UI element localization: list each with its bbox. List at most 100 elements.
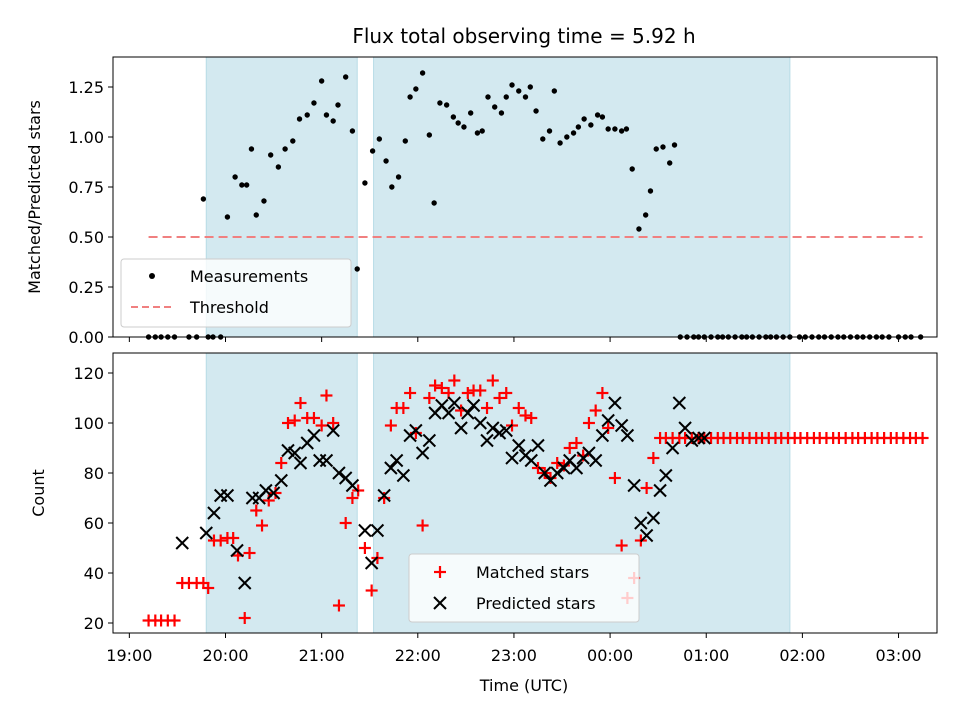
predicted-star-point [345,478,360,493]
predicted-star-point [531,438,545,453]
matched-star-point [214,534,227,547]
measurement-point [200,196,207,202]
measurement-point [349,128,356,134]
predicted-star-point [646,511,661,525]
measurement-point [575,124,582,130]
matched-star-point [227,532,240,544]
matched-star-point [461,387,474,399]
predicted-star-point [608,396,622,410]
legend-threshold-label: Threshold [189,298,269,317]
measurement-point [275,164,282,170]
top-panel: 0.00 0.25 0.50 0.75 1.00 1.25 Matched/Predict… [25,56,938,347]
measurement-point [588,122,594,128]
chart-title: Flux total observing time = 5.92 h [352,24,695,48]
measurement-point [671,142,678,148]
predicted-star-point [569,461,584,475]
measurement-point [629,166,635,172]
top-legend: Measurements Threshold [120,258,352,328]
y-tick-label: 40 [84,564,104,583]
matched-star-point [339,517,352,529]
measurement-point [533,108,539,114]
matched-star-point [346,492,359,504]
predicted-stars-points [175,396,712,590]
measurement-point [605,126,611,132]
measurement-point [522,94,529,100]
matched-star-point [531,462,544,474]
x-tick-label: 23:00 [491,646,537,665]
measurement-point [282,146,288,152]
y-tick-label: 100 [73,414,104,433]
predicted-star-point [473,416,487,430]
legend-predicted-label: Predicted stars [476,594,596,613]
measurement-point [455,120,461,126]
predicted-star-point [588,453,603,468]
measurement-point [461,124,467,130]
top-x-ticks [128,337,900,342]
predicted-star-point [639,528,654,543]
matched-star-point [512,402,525,414]
predicted-star-point [274,473,288,488]
measurement-point [318,78,325,84]
measurement-point [636,226,642,232]
matched-star-point [269,487,282,499]
measurement-point [437,100,443,106]
matched-star-point [448,374,461,387]
predicted-star-point [461,406,475,420]
measurement-point [667,160,673,166]
measurement-point [581,116,587,122]
measurement-point [426,132,433,138]
measurement-point [369,148,376,154]
predicted-star-point [601,413,615,428]
measurement-point [267,152,274,158]
predicted-star-point [396,468,411,483]
predicted-star-point [319,453,334,468]
measurement-point [419,70,426,76]
predicted-star-point [627,478,641,493]
matched-star-point [384,419,397,432]
predicted-star-point [557,461,571,475]
measurement-point [647,188,654,194]
x-tick-label: 00:00 [587,646,633,665]
matched-star-point [563,442,576,454]
matched-star-point [256,519,269,532]
measurement-point [342,74,349,80]
measurement-point [354,266,360,272]
measurement-point [248,146,255,152]
measurement-point [323,112,330,118]
predicted-star-point [672,396,687,410]
bottom-x-ticks: 19:00 20:00 21:00 22:00 23:00 00:00 01:00 02:00… [106,633,922,665]
measurement-point [612,126,618,132]
matched-star-point [327,417,340,429]
y-tick-label: 1.25 [68,78,104,97]
bottom-y-axis-label: Count [29,469,48,517]
predicted-star-point [230,543,244,558]
matched-star-point [474,384,487,397]
measurement-point [243,182,250,188]
matched-star-point [275,457,288,469]
x-tick-label: 02:00 [779,646,825,665]
x-tick-label: 21:00 [299,646,345,665]
matched-star-point [288,414,301,427]
predicted-star-point [370,523,385,538]
measurement-point [564,134,570,140]
matched-star-point [365,584,378,597]
measurement-point [498,110,505,116]
measurement-point [239,182,245,188]
predicted-star-point [620,428,635,443]
measurement-point [362,180,368,186]
predicted-star-point [415,446,430,460]
measurement-point [376,136,383,142]
measurement-point [503,94,509,100]
measurement-point [389,184,395,190]
measurement-point [402,138,408,144]
predicted-star-point [326,423,340,438]
measurement-point [311,100,317,106]
measurement-point [335,102,341,108]
predicted-star-point [659,468,673,483]
matched-star-point [596,387,609,399]
y-tick-label: 0.75 [68,178,104,197]
matched-star-point [320,389,333,402]
predicted-star-point [512,438,526,453]
matched-star-point [615,539,628,552]
predicted-star-point [697,431,712,445]
